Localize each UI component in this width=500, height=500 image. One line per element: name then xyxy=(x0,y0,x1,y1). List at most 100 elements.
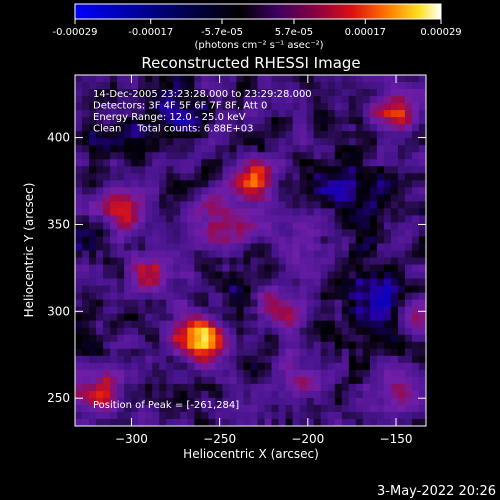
heatmap-cell xyxy=(313,180,322,188)
heatmap-cell xyxy=(306,208,315,216)
annotation-line: Detectors: 3F 4F 5F 6F 7F 8F, Att 0 xyxy=(93,101,267,112)
heatmap-cell xyxy=(236,117,244,125)
heatmap-cell xyxy=(369,229,378,237)
heatmap-cell xyxy=(103,334,111,343)
heatmap-cell xyxy=(145,229,153,237)
heatmap-cell xyxy=(250,173,258,181)
heatmap-cell xyxy=(376,187,385,195)
heatmap-cell xyxy=(152,173,160,181)
heatmap-cell xyxy=(320,180,329,188)
heatmap-cell xyxy=(418,159,426,167)
heatmap-cell xyxy=(222,397,230,406)
heatmap-cell xyxy=(159,131,167,139)
heatmap-cell xyxy=(194,369,202,378)
heatmap-cell xyxy=(229,166,237,174)
heatmap-cell xyxy=(292,362,301,371)
heatmap-cell xyxy=(187,215,195,223)
heatmap-cell xyxy=(250,75,258,83)
heatmap-cell xyxy=(313,131,322,139)
heatmap-cell xyxy=(222,89,230,97)
heatmap-cell xyxy=(166,271,174,279)
heatmap-cell xyxy=(348,299,357,308)
heatmap-cell xyxy=(236,278,244,286)
heatmap-cell xyxy=(201,306,209,315)
heatmap-cell xyxy=(75,222,83,230)
heatmap-cell xyxy=(257,362,265,371)
heatmap-cell xyxy=(250,145,258,153)
heatmap-cell xyxy=(159,257,167,265)
heatmap-cell xyxy=(75,152,83,160)
heatmap-cell xyxy=(369,327,378,336)
heatmap-cell xyxy=(124,180,132,188)
heatmap-cell xyxy=(362,355,371,364)
heatmap-cell xyxy=(194,411,202,420)
heatmap-cell xyxy=(124,348,132,357)
heatmap-cell xyxy=(229,278,237,286)
heatmap-cell xyxy=(404,96,413,104)
heatmap-cell xyxy=(187,348,195,357)
heatmap-cell xyxy=(243,334,251,343)
heatmap-cell xyxy=(89,117,97,125)
heatmap-cell xyxy=(376,145,385,153)
heatmap-cell xyxy=(397,313,406,322)
heatmap-cell xyxy=(383,257,392,265)
heatmap-cell xyxy=(390,82,399,90)
heatmap-cell xyxy=(320,145,329,153)
heatmap-cell xyxy=(334,334,343,343)
heatmap-cell xyxy=(145,117,153,125)
heatmap-cell xyxy=(348,173,357,181)
heatmap-cell xyxy=(138,397,146,406)
heatmap-cell xyxy=(131,117,139,125)
heatmap-cell xyxy=(271,306,279,315)
heatmap-cell xyxy=(411,124,420,132)
heatmap-cell xyxy=(271,75,279,83)
heatmap-cell xyxy=(201,299,209,308)
heatmap-cell xyxy=(355,208,364,216)
heatmap-cell xyxy=(201,208,209,216)
heatmap-cell xyxy=(75,292,83,301)
heatmap-cell xyxy=(243,348,251,357)
heatmap-cell xyxy=(292,376,301,385)
heatmap-cell xyxy=(75,383,83,392)
heatmap-cell xyxy=(348,75,357,83)
heatmap-cell xyxy=(187,383,195,392)
heatmap-cell xyxy=(257,404,265,413)
heatmap-cell xyxy=(131,285,139,294)
heatmap-cell xyxy=(299,341,308,350)
heatmap-cell xyxy=(327,208,336,216)
heatmap-cell xyxy=(243,236,251,244)
heatmap-cell xyxy=(229,145,237,153)
heatmap-cell xyxy=(404,117,413,125)
heatmap-cell xyxy=(229,208,237,216)
heatmap-cell xyxy=(313,173,322,181)
heatmap-cell xyxy=(131,180,139,188)
heatmap-cell xyxy=(194,271,202,279)
heatmap-cell xyxy=(264,201,272,209)
heatmap-cell xyxy=(173,278,181,286)
heatmap-cell xyxy=(180,89,188,97)
heatmap-cell xyxy=(124,215,132,223)
heatmap-cell xyxy=(103,173,111,181)
heatmap-cell xyxy=(362,250,371,258)
heatmap-cell xyxy=(75,124,83,132)
heatmap-cell xyxy=(194,236,202,244)
heatmap-cell xyxy=(362,327,371,336)
heatmap-cell xyxy=(180,208,188,216)
heatmap-cell xyxy=(173,355,181,364)
heatmap-cell xyxy=(89,404,97,413)
heatmap-cell xyxy=(278,152,286,160)
heatmap-cell xyxy=(264,327,272,336)
heatmap-cell xyxy=(145,348,153,357)
heatmap-cell xyxy=(215,173,223,181)
heatmap-cell xyxy=(278,362,286,371)
heatmap-cell xyxy=(397,390,406,399)
heatmap-cell xyxy=(243,306,251,315)
heatmap-cell xyxy=(278,306,286,315)
heatmap-cell xyxy=(334,201,343,209)
heatmap-cell xyxy=(96,243,104,251)
heatmap-cell xyxy=(299,369,308,378)
heatmap-cell xyxy=(110,313,118,322)
heatmap-cell xyxy=(334,397,343,406)
heatmap-cell xyxy=(131,89,139,97)
heatmap-cell xyxy=(82,383,90,392)
